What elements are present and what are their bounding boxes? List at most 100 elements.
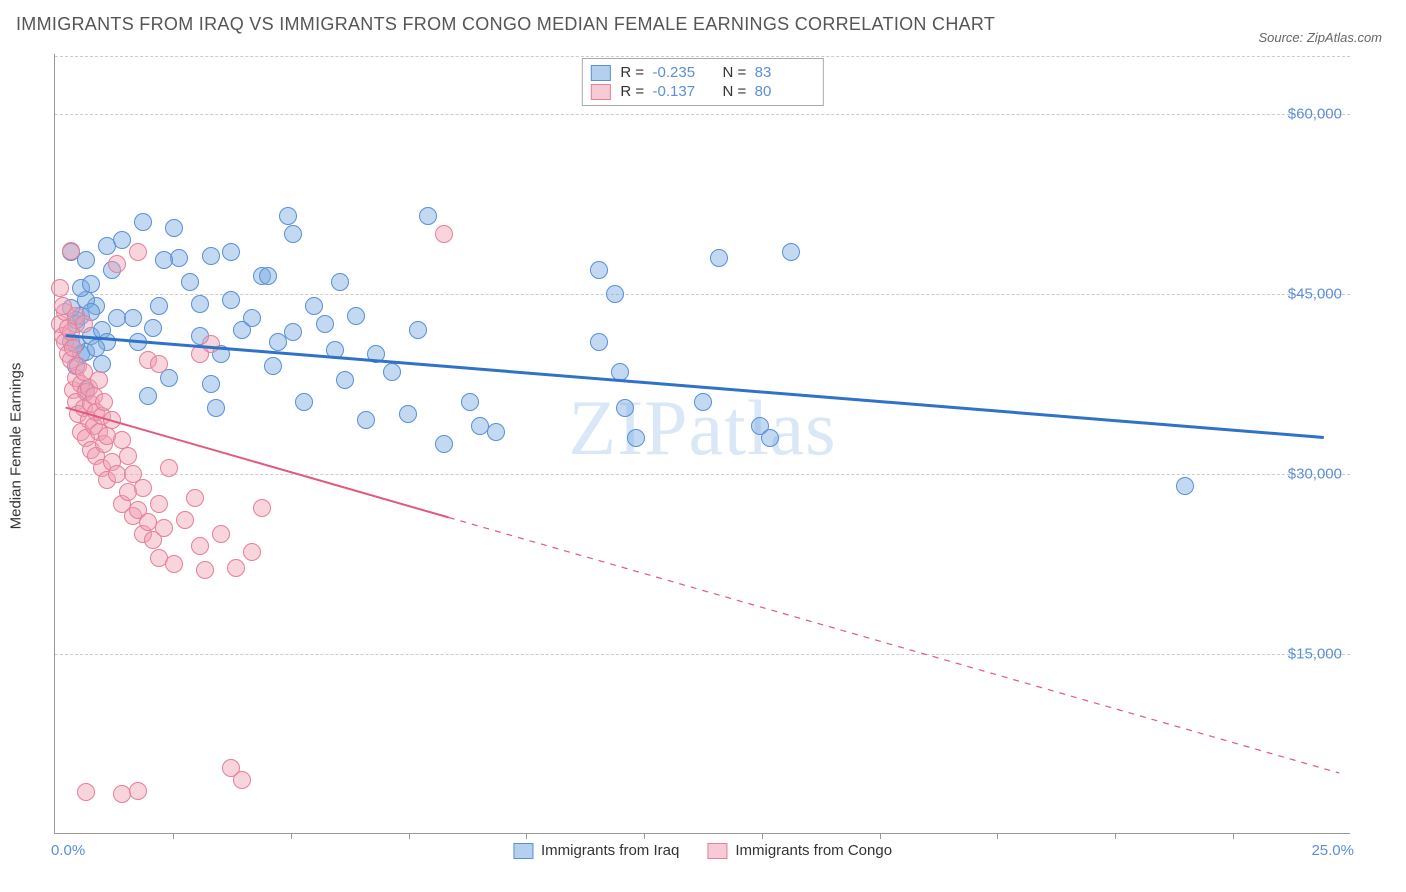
- data-point: [150, 355, 168, 373]
- data-point: [305, 297, 323, 315]
- data-point: [51, 279, 69, 297]
- data-point: [202, 247, 220, 265]
- data-point: [207, 399, 225, 417]
- x-tick: [997, 833, 998, 839]
- data-point: [357, 411, 375, 429]
- data-point: [129, 333, 147, 351]
- data-point: [212, 525, 230, 543]
- data-point: [243, 309, 261, 327]
- data-point: [202, 335, 220, 353]
- data-point: [77, 783, 95, 801]
- data-point: [77, 251, 95, 269]
- legend-label: Immigrants from Congo: [735, 842, 892, 859]
- r-value: -0.137: [653, 83, 713, 100]
- data-point: [222, 291, 240, 309]
- data-point: [202, 375, 220, 393]
- data-point: [150, 297, 168, 315]
- gridline: [55, 294, 1350, 295]
- data-point: [253, 499, 271, 517]
- x-tick: [409, 833, 410, 839]
- data-point: [435, 435, 453, 453]
- data-point: [54, 297, 72, 315]
- data-point: [113, 231, 131, 249]
- data-point: [284, 323, 302, 341]
- swatch-icon: [590, 84, 610, 100]
- data-point: [627, 429, 645, 447]
- data-point: [165, 555, 183, 573]
- x-tick: [1233, 833, 1234, 839]
- data-point: [710, 249, 728, 267]
- data-point: [435, 225, 453, 243]
- gridline: [55, 474, 1350, 475]
- x-tick: [1115, 833, 1116, 839]
- x-tick: [526, 833, 527, 839]
- source-attribution: Source: ZipAtlas.com: [1258, 30, 1382, 45]
- data-point: [186, 489, 204, 507]
- r-value: -0.235: [653, 64, 713, 81]
- x-tick: [173, 833, 174, 839]
- data-point: [336, 371, 354, 389]
- data-point: [1176, 477, 1194, 495]
- data-point: [134, 479, 152, 497]
- data-point: [347, 307, 365, 325]
- legend-label: Immigrants from Iraq: [541, 842, 679, 859]
- data-point: [196, 561, 214, 579]
- data-point: [616, 399, 634, 417]
- data-point: [383, 363, 401, 381]
- x-axis-max: 25.0%: [1311, 842, 1354, 859]
- chart-title: IMMIGRANTS FROM IRAQ VS IMMIGRANTS FROM …: [16, 14, 995, 35]
- data-point: [590, 261, 608, 279]
- y-tick-label: $45,000: [1288, 286, 1342, 303]
- data-point: [233, 771, 251, 789]
- data-point: [103, 411, 121, 429]
- data-point: [75, 315, 93, 333]
- x-axis-min: 0.0%: [51, 842, 85, 859]
- data-point: [409, 321, 427, 339]
- data-point: [295, 393, 313, 411]
- data-point: [279, 207, 297, 225]
- data-point: [782, 243, 800, 261]
- data-point: [129, 782, 147, 800]
- data-point: [243, 543, 261, 561]
- data-point: [165, 219, 183, 237]
- trend-line-extrapolated: [449, 518, 1340, 774]
- data-point: [284, 225, 302, 243]
- data-point: [119, 447, 137, 465]
- gridline: [55, 654, 1350, 655]
- data-point: [64, 339, 82, 357]
- data-point: [606, 285, 624, 303]
- data-point: [160, 459, 178, 477]
- data-point: [264, 357, 282, 375]
- data-point: [222, 243, 240, 261]
- swatch-icon: [707, 843, 727, 859]
- y-tick-label: $60,000: [1288, 106, 1342, 123]
- trend-overlay: [55, 54, 1350, 833]
- data-point: [155, 251, 173, 269]
- data-point: [487, 423, 505, 441]
- trend-line: [66, 336, 1324, 438]
- data-point: [326, 341, 344, 359]
- plot-area: ZIPatlas $15,000$30,000$45,000$60,000 R …: [54, 54, 1350, 834]
- data-point: [367, 345, 385, 363]
- data-point: [419, 207, 437, 225]
- y-tick-label: $30,000: [1288, 466, 1342, 483]
- gridline: [55, 56, 1350, 57]
- y-tick-label: $15,000: [1288, 646, 1342, 663]
- n-value: 80: [755, 83, 815, 100]
- legend-item-congo: Immigrants from Congo: [707, 842, 892, 859]
- data-point: [461, 393, 479, 411]
- data-point: [761, 429, 779, 447]
- x-tick: [291, 833, 292, 839]
- data-point: [259, 267, 277, 285]
- stats-legend: R = -0.235 N = 83 R = -0.137 N = 80: [581, 58, 823, 106]
- data-point: [399, 405, 417, 423]
- data-point: [98, 237, 116, 255]
- data-point: [134, 213, 152, 231]
- data-point: [124, 309, 142, 327]
- data-point: [181, 273, 199, 291]
- data-point: [144, 319, 162, 337]
- data-point: [227, 559, 245, 577]
- data-point: [191, 295, 209, 313]
- data-point: [93, 355, 111, 373]
- x-tick: [880, 833, 881, 839]
